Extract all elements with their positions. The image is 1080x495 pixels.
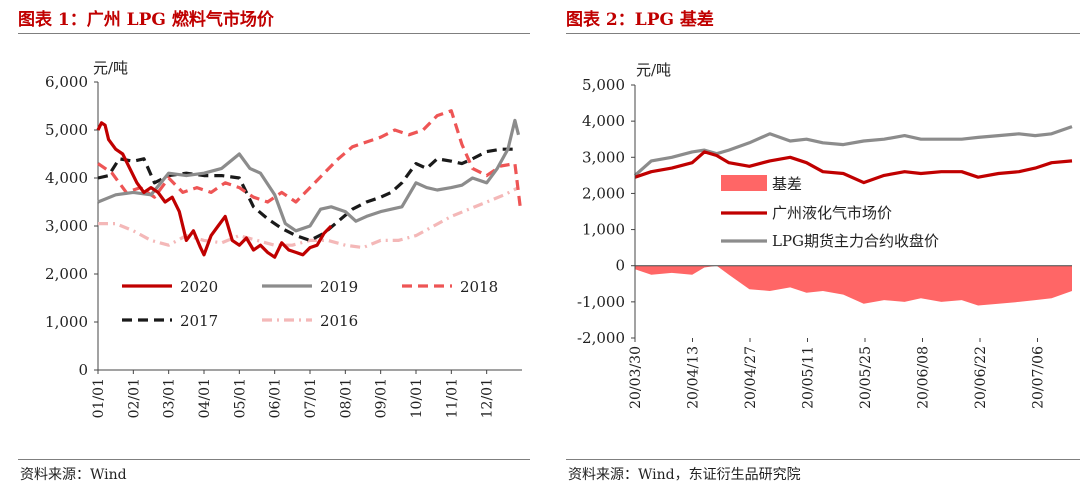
- legend-label-2018: 2018: [460, 278, 498, 296]
- x-tick-label: 04/01: [197, 378, 213, 418]
- legend-label-basis: 基差: [772, 175, 802, 193]
- left-chart-panel: 图表 1：广州 LPG 燃料气市场价 0 1,000 2,000 3,000 4,000…: [0, 0, 530, 495]
- series-line-2017: [97, 147, 519, 242]
- right-chart-title: 图表 2：LPG 基差: [566, 10, 714, 30]
- y-tick-label: 5,000: [582, 76, 625, 94]
- series-line-2020: [96, 121, 333, 259]
- y-tick-label: 1,000: [582, 221, 625, 239]
- legend-label-lpg-futures: LPG期货主力合约收盘价: [772, 232, 939, 250]
- left-source-rule: [18, 459, 530, 460]
- x-tick-label: 20/05/25: [858, 346, 874, 409]
- x-tick-label: 01/01: [91, 378, 107, 418]
- right-chart-svg: -2,000 -1,000 0 1,000 2,000 3,000 4,000 5,000 20…: [577, 61, 1073, 409]
- y-tick-label: 4,000: [45, 169, 88, 187]
- x-tick-label: 12/01: [480, 378, 496, 418]
- right-source-rule: [566, 459, 1080, 460]
- y-tick-label: 3,000: [582, 148, 625, 166]
- right-chart-panel: 图表 2：LPG 基差 -2,000 -1,000 0 1,000 2,000 3,000…: [548, 0, 1080, 495]
- legend-label-2020: 2020: [180, 278, 218, 296]
- left-chart-title: 图表 1：广州 LPG 燃料气市场价: [18, 10, 274, 30]
- series-line-2019: [97, 118, 521, 233]
- right-source-text: 资料来源：Wind，东证衍生品研究院: [568, 467, 801, 483]
- x-tick-label: 08/01: [338, 378, 354, 418]
- legend-swatch-basis: [721, 175, 767, 191]
- y-tick-label: 5,000: [45, 121, 88, 139]
- y-tick-label: -2,000: [577, 329, 625, 347]
- y-tick-label: 0: [615, 257, 625, 275]
- x-tick-label: 20/03/30: [628, 346, 644, 409]
- series-line-lpg-futures: [633, 125, 1073, 177]
- y-tick-label: 6,000: [45, 73, 88, 91]
- x-tick-label: 07/01: [303, 378, 319, 418]
- x-tick-label: 06/01: [268, 378, 284, 418]
- y-tick-label: 0: [78, 361, 88, 379]
- x-tick-label: 20/04/13: [686, 346, 702, 409]
- series-line-2016: [98, 186, 520, 250]
- x-tick-label: 05/01: [232, 378, 248, 418]
- x-tick-label: 20/05/11: [801, 346, 817, 409]
- y-tick-label: 2,000: [582, 184, 625, 202]
- legend-label-2017: 2017: [180, 312, 218, 330]
- left-source-text: 资料来源：Wind: [20, 467, 127, 483]
- y-axis-unit-label: 元/吨: [93, 59, 128, 77]
- x-tick-label: 20/04/27: [743, 346, 759, 409]
- y-tick-label: 3,000: [45, 217, 88, 235]
- legend-label-2016: 2016: [320, 312, 358, 330]
- x-tick-label: 20/07/06: [1031, 346, 1047, 409]
- legend-label-guangzhou-price: 广州液化气市场价: [772, 204, 892, 222]
- y-tick-label: 1,000: [45, 313, 88, 331]
- y-tick-label: 4,000: [582, 112, 625, 130]
- y-tick-label: 2,000: [45, 265, 88, 283]
- y-tick-label: -1,000: [577, 293, 625, 311]
- x-tick-label: 03/01: [162, 378, 178, 418]
- left-chart-svg: 0 1,000 2,000 3,000 4,000 5,000 6,000 01/01 02/0…: [45, 59, 522, 418]
- x-tick-label: 10/01: [409, 378, 425, 418]
- legend-label-2019: 2019: [320, 278, 358, 296]
- x-tick-label: 02/01: [126, 378, 142, 418]
- y-axis-unit-label: 元/吨: [636, 61, 671, 79]
- left-title-rule: [18, 33, 530, 34]
- right-title-rule: [566, 33, 1080, 34]
- x-tick-label: 11/01: [444, 378, 460, 418]
- series-line-guangzhou-price: [634, 150, 1073, 185]
- basis-area: [635, 265, 1072, 306]
- x-tick-label: 20/06/22: [973, 346, 989, 409]
- x-tick-label: 20/06/08: [916, 346, 932, 409]
- series-line-2018: [97, 109, 522, 207]
- x-tick-label: 09/01: [374, 378, 390, 418]
